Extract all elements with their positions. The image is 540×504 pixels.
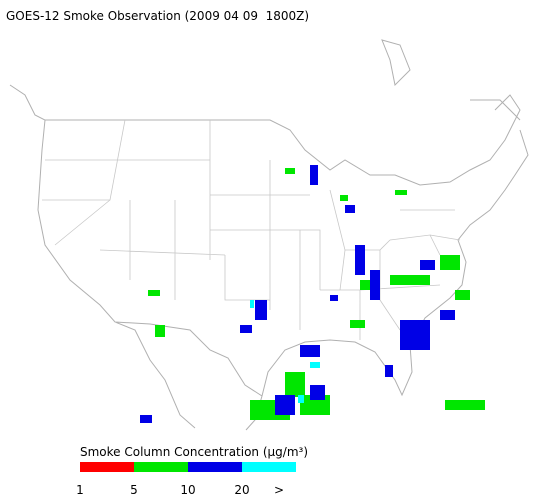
legend-title: Smoke Column Concentration (μg/m³) xyxy=(80,445,308,459)
legend-label: 5 xyxy=(130,483,138,497)
legend-swatch xyxy=(134,462,188,472)
border xyxy=(45,39,521,186)
legend-swatch xyxy=(188,462,242,472)
legend: 1 5 10 20 > xyxy=(76,462,296,497)
map-title: GOES-12 Smoke Observation (2009 04 09 18… xyxy=(6,9,309,23)
legend-swatch xyxy=(242,462,296,472)
legend-label: > xyxy=(274,483,284,497)
legend-label: 1 xyxy=(76,483,84,497)
legend-label: 10 xyxy=(180,483,195,497)
legend-swatch xyxy=(80,462,134,472)
basemap xyxy=(9,39,529,431)
legend-label: 20 xyxy=(234,483,249,497)
smoke-pixels xyxy=(140,165,485,423)
